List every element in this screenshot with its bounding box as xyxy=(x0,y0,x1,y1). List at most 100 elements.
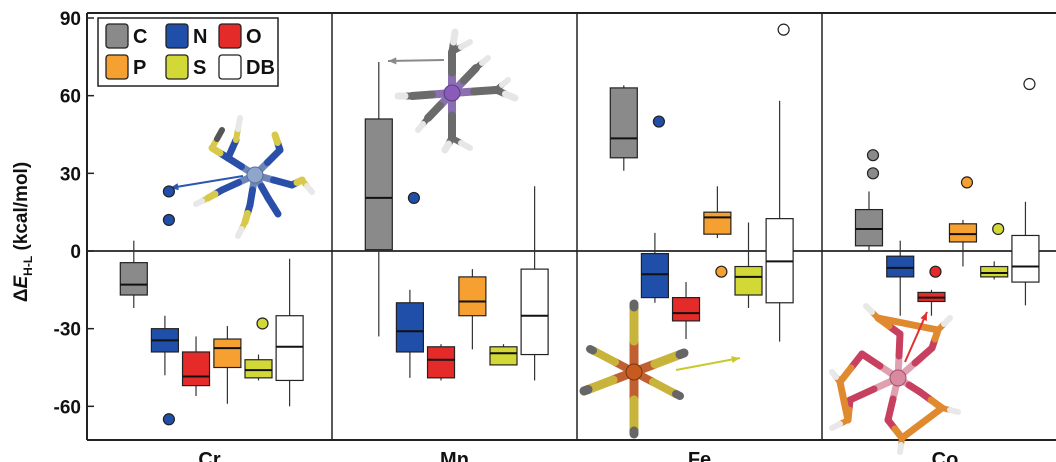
inset-arrow-shaft xyxy=(675,357,741,371)
outlier-point xyxy=(866,149,880,162)
bond-half xyxy=(918,404,946,427)
box-co-o xyxy=(917,265,946,316)
outlier-point xyxy=(162,213,176,227)
inset-arrow-head xyxy=(920,312,927,321)
bond-half xyxy=(675,348,689,359)
group-label-mn: Mn xyxy=(440,449,469,462)
co-molecule-inset xyxy=(829,303,961,455)
outlier-point xyxy=(866,167,880,180)
box-co-db xyxy=(1011,77,1040,306)
box-plot-series xyxy=(119,23,1040,426)
box-mn-o xyxy=(426,344,456,381)
y-axis-label-main: E xyxy=(11,275,32,289)
inset-arrow-shaft xyxy=(169,175,244,189)
box-iqr xyxy=(395,302,425,353)
cr-molecule-inset xyxy=(169,115,315,239)
y-axis-label-unit: (kcal/mol) xyxy=(11,162,32,256)
y-tick-label: 60 xyxy=(60,87,81,108)
legend-label-o: O xyxy=(246,26,262,48)
legend-label-db: DB xyxy=(246,57,275,79)
molecule-insets xyxy=(169,28,961,455)
box-iqr xyxy=(671,297,701,322)
outlier-point xyxy=(929,265,942,278)
legend-swatch-s xyxy=(165,54,189,80)
box-mn-c xyxy=(364,62,393,337)
y-tick-label: 90 xyxy=(60,9,81,30)
bond-half xyxy=(304,183,315,195)
inset-arrow-shaft xyxy=(387,59,445,62)
plot-frame xyxy=(86,12,1056,441)
bond-half xyxy=(458,39,473,50)
box-iqr xyxy=(520,268,549,356)
metal-group-labels: Cr Mn Fe Co xyxy=(198,449,958,462)
box-fe-db xyxy=(765,23,794,342)
fe-molecule-inset xyxy=(579,299,741,439)
bond-half xyxy=(586,345,597,355)
box-iqr xyxy=(119,262,148,296)
bond-half xyxy=(863,303,875,315)
bond-half xyxy=(458,140,473,151)
bond-half xyxy=(904,320,942,334)
bond-half xyxy=(829,369,839,380)
metal-atom xyxy=(889,369,907,387)
bond-half xyxy=(502,90,519,102)
bond-half xyxy=(450,28,459,46)
box-iqr xyxy=(640,252,670,299)
legend-swatch-c xyxy=(105,23,129,49)
legend-swatch-p xyxy=(105,54,129,80)
bond-half xyxy=(441,140,452,154)
group-label-cr: Cr xyxy=(198,449,220,462)
box-fe-s xyxy=(734,222,763,308)
box-co-n xyxy=(886,240,915,316)
outlier-point xyxy=(992,222,1005,236)
group-label-fe: Fe xyxy=(688,449,711,462)
box-fe-c xyxy=(609,85,638,171)
metal-atom xyxy=(246,166,264,184)
box-iqr xyxy=(609,87,638,159)
bond-half xyxy=(829,421,843,431)
box-fe-o xyxy=(671,282,701,340)
legend-label-p: P xyxy=(133,57,146,79)
box-mn-p xyxy=(458,269,487,350)
group-cr xyxy=(119,185,304,426)
box-cr-n xyxy=(150,185,180,426)
bond-half xyxy=(499,77,511,88)
box-iqr xyxy=(275,315,304,382)
y-axis-label: ΔEH-L (kcal/mol) xyxy=(11,162,35,302)
bond-half xyxy=(479,55,491,66)
outlier-point xyxy=(162,185,176,198)
mn-molecule-inset xyxy=(387,28,519,154)
y-tick-label: -60 xyxy=(54,397,81,418)
bond-half xyxy=(874,314,912,328)
outlier-point xyxy=(162,413,176,426)
box-iqr xyxy=(244,359,273,379)
box-co-p xyxy=(948,176,978,267)
inset-arrow-head xyxy=(388,57,397,65)
box-iqr xyxy=(213,338,242,369)
legend-label-c: C xyxy=(133,26,147,48)
group-mn xyxy=(364,62,549,381)
box-co-c xyxy=(854,149,884,251)
bond-half xyxy=(895,330,904,360)
group-label-co: Co xyxy=(932,449,959,462)
y-tick-label: -30 xyxy=(54,320,81,341)
box-iqr xyxy=(703,211,732,235)
box-iqr xyxy=(980,265,1009,278)
y-tick-label: 0 xyxy=(70,242,81,263)
legend-swatch-n xyxy=(165,23,189,49)
outlier-point xyxy=(715,265,728,278)
y-tick-label: 30 xyxy=(60,164,81,185)
box-co-s xyxy=(980,222,1009,280)
bond-half xyxy=(840,397,852,424)
box-iqr xyxy=(886,255,915,278)
outlier-point xyxy=(960,176,974,189)
box-mn-n xyxy=(395,191,425,378)
bond-half xyxy=(579,385,593,396)
bond-half xyxy=(911,344,936,367)
box-cr-db xyxy=(275,258,304,407)
legend-swatch-o xyxy=(218,23,242,49)
metal-atom xyxy=(443,84,461,102)
y-axis-title: ΔEH-L (kcal/mol) xyxy=(11,162,35,302)
bond-half xyxy=(884,395,897,424)
